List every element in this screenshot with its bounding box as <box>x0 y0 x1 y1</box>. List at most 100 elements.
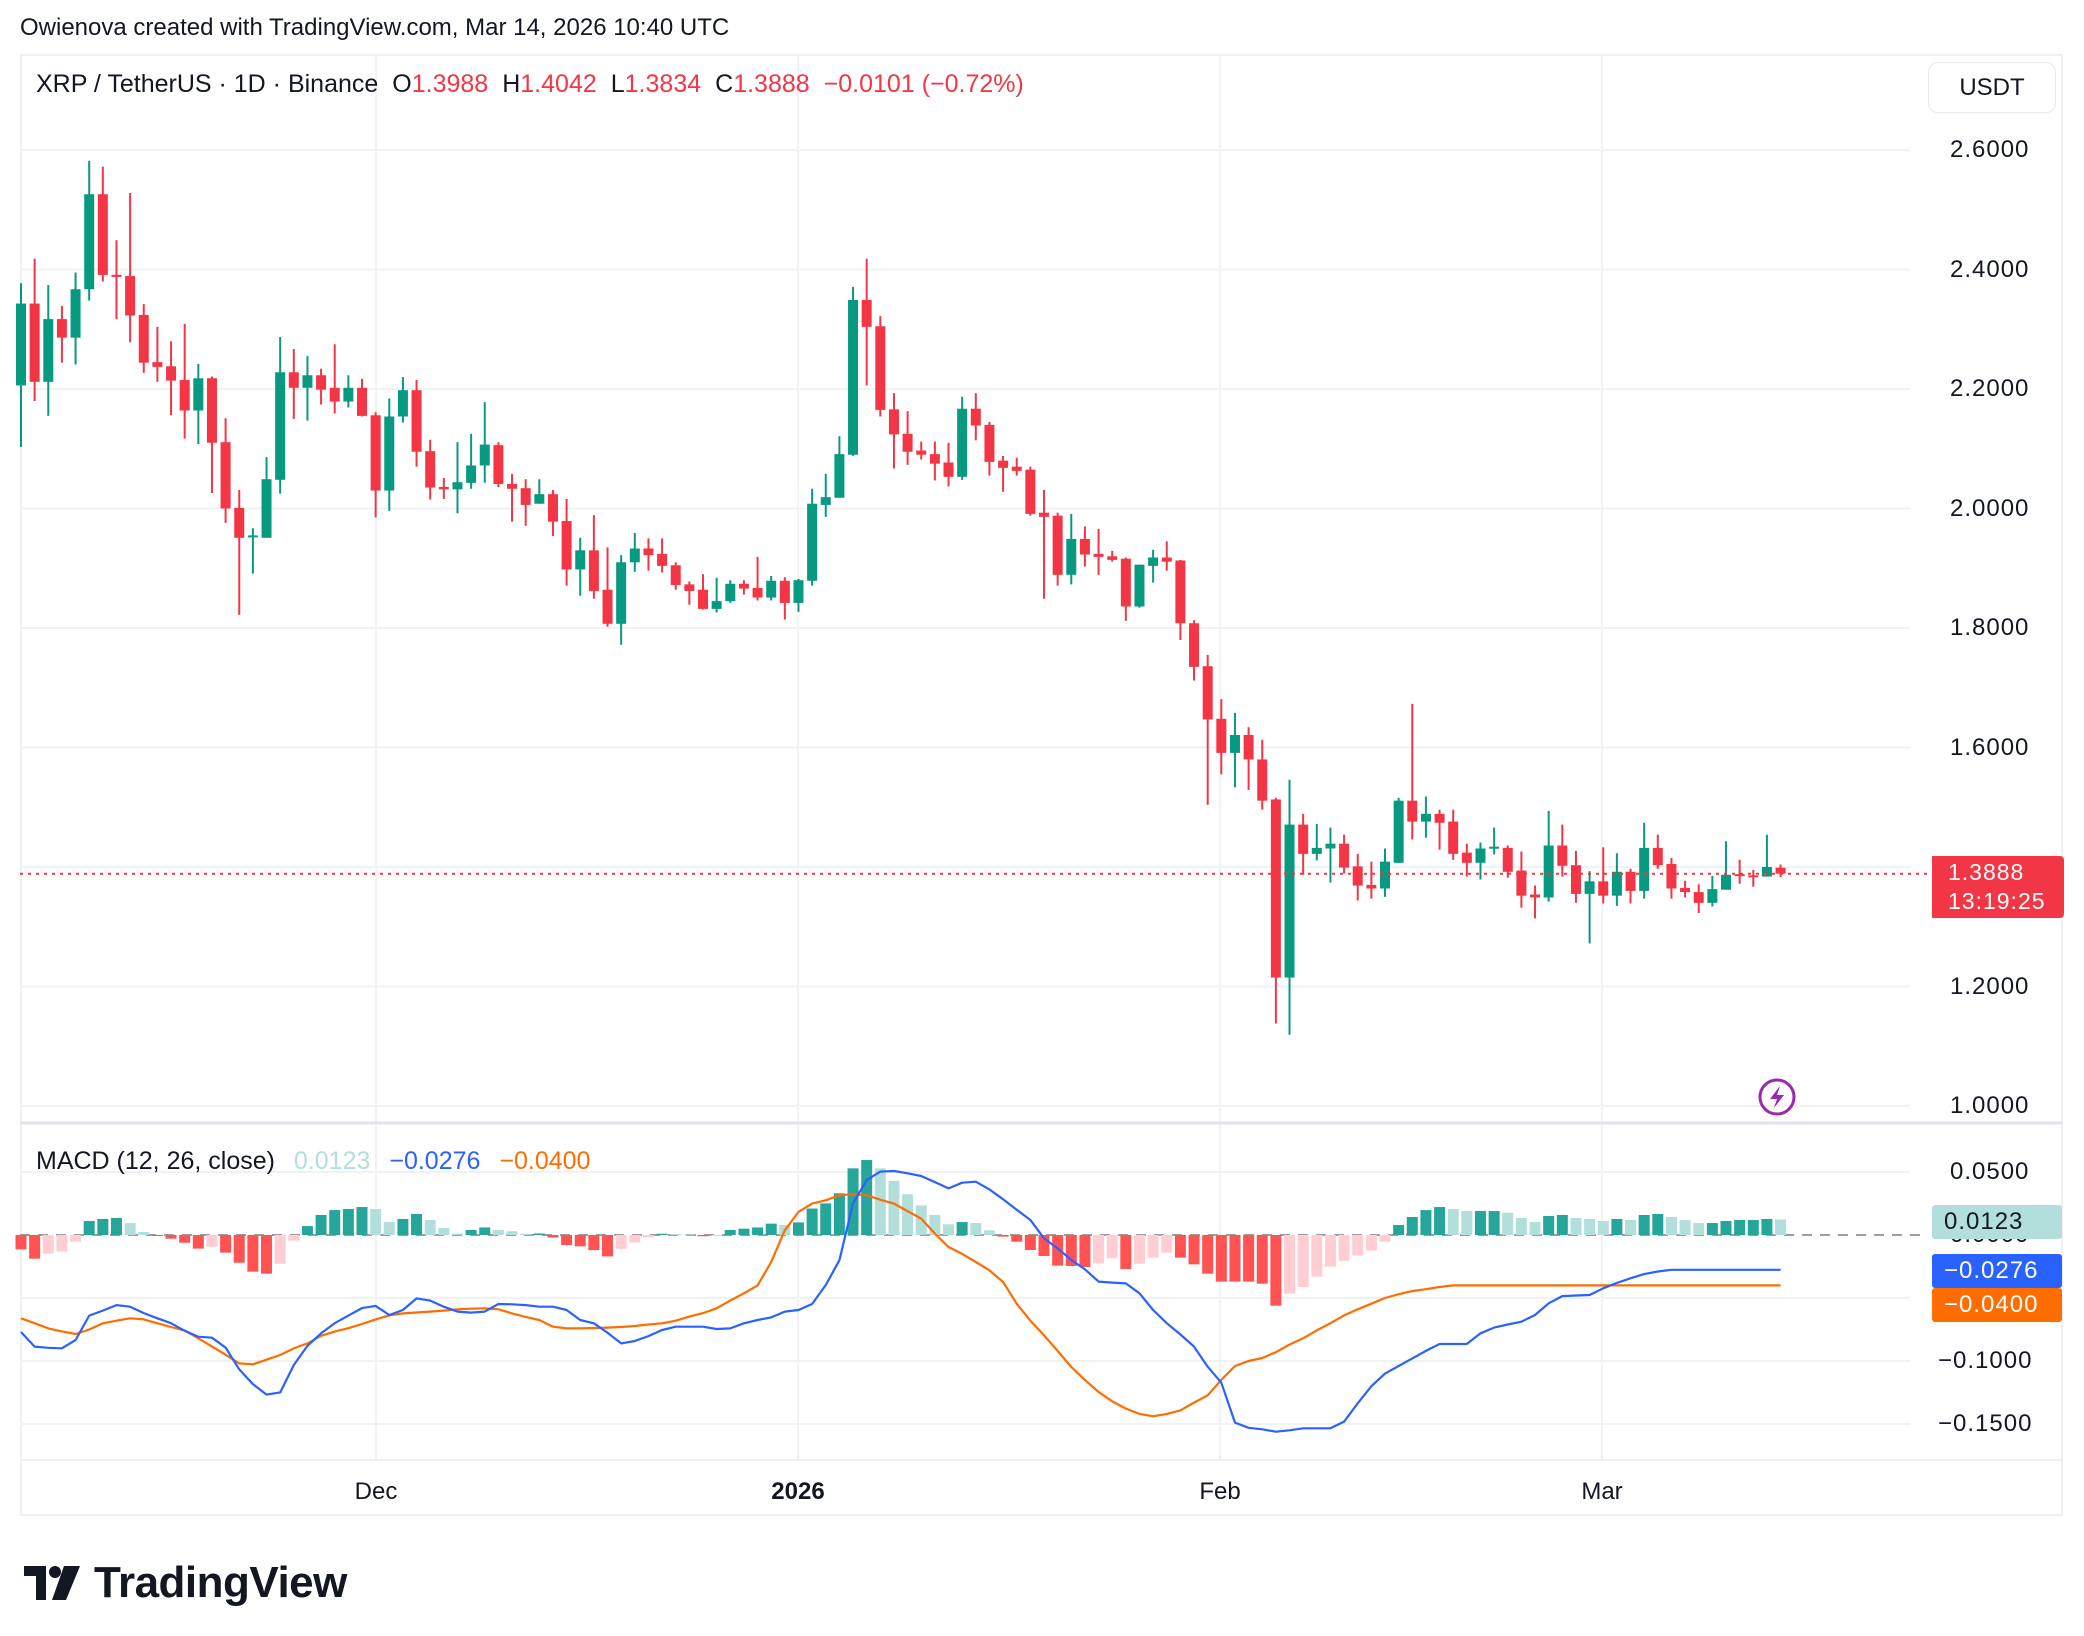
macd-histogram-bar <box>342 1209 354 1235</box>
macd-histogram-bar <box>315 1214 327 1235</box>
candle-body <box>1625 871 1636 891</box>
macd-histogram-bar <box>1174 1235 1186 1258</box>
macd-histogram-bar <box>1106 1235 1118 1259</box>
macd-title[interactable]: MACD (12, 26, close) <box>36 1147 275 1175</box>
macd-histogram-bar <box>547 1235 559 1238</box>
candle-body <box>861 299 872 327</box>
macd-histogram-bar <box>1188 1235 1200 1265</box>
candle-body <box>425 451 436 488</box>
macd-legend: MACD (12, 26, close) 0.0123 −0.0276 −0.0… <box>36 1147 602 1176</box>
candle-body <box>1407 800 1418 822</box>
macd-histogram-bar <box>1215 1235 1227 1282</box>
macd-histogram-bar <box>602 1235 614 1257</box>
time-label-mar: Mar <box>1581 1478 1623 1505</box>
macd-histogram-bar <box>1079 1235 1091 1268</box>
macd-histogram-bar <box>1052 1235 1064 1266</box>
candle-body <box>547 494 558 522</box>
macd-histogram-bar <box>110 1217 122 1235</box>
tradingview-logo[interactable]: TradingView <box>24 1558 347 1608</box>
candle-body <box>766 580 777 598</box>
candle-body <box>1339 843 1350 868</box>
macd-histogram-bar <box>1625 1220 1637 1235</box>
candle-body <box>929 454 940 464</box>
candle-body <box>725 583 736 602</box>
macd-histogram-bar <box>711 1235 723 1237</box>
macd-histogram-bar <box>1120 1235 1132 1270</box>
candle-body <box>1311 847 1322 854</box>
macd-histogram-bar <box>165 1235 177 1239</box>
low-value: 1.3834 <box>624 70 702 98</box>
macd-histogram-bar <box>1502 1212 1514 1235</box>
macd-histogram-bar <box>1775 1219 1787 1235</box>
candle-body <box>220 442 231 509</box>
candle-body <box>752 587 763 598</box>
symbol-title[interactable]: XRP / TetherUS · 1D · Binance <box>36 70 379 98</box>
candle-body <box>152 362 163 367</box>
candle-body <box>957 408 968 477</box>
candle-body <box>275 372 286 480</box>
candle-body <box>1380 861 1390 889</box>
candle-body <box>820 497 831 505</box>
candle-body <box>1748 875 1759 878</box>
candle-body <box>1216 718 1227 753</box>
macd-histogram-bar <box>220 1235 232 1253</box>
macd-histogram-bar <box>683 1234 695 1236</box>
macd-histogram-bar <box>670 1233 682 1235</box>
macd-hist-tag: 0.0123 <box>1932 1205 2062 1239</box>
candle-body <box>1134 564 1145 607</box>
macd-histogram-bar <box>465 1229 477 1235</box>
candle-body <box>1011 466 1022 471</box>
candle-body <box>520 488 531 505</box>
candle-body <box>1284 824 1295 978</box>
candle-body <box>1761 867 1772 877</box>
candle-body <box>329 387 340 402</box>
candle-body <box>998 460 1009 468</box>
lightning-icon[interactable] <box>1757 1077 1797 1117</box>
candle-body <box>1734 874 1745 877</box>
close-value: 1.3888 <box>733 70 810 98</box>
macd-histogram-bar <box>1270 1235 1282 1306</box>
macd-histogram-bar <box>438 1227 450 1235</box>
macd-histogram-bar <box>1474 1211 1486 1235</box>
macd-histogram-bar <box>451 1233 463 1235</box>
macd-histogram-bar <box>1297 1235 1309 1288</box>
macd-histogram-bar <box>1761 1218 1773 1235</box>
macd-histogram-bar <box>1243 1235 1255 1282</box>
macd-histogram-bar <box>520 1233 532 1235</box>
macd-histogram-bar <box>301 1226 313 1235</box>
macd-histogram-bar <box>1665 1216 1677 1235</box>
macd-histogram-bar <box>411 1213 423 1235</box>
candle-body <box>261 479 272 538</box>
candle-body <box>1025 469 1036 514</box>
macd-histogram-bar <box>1393 1225 1405 1235</box>
macd-histogram-bar <box>383 1222 395 1235</box>
candle-body <box>70 289 81 338</box>
macd-histogram-bar <box>1529 1222 1541 1235</box>
high-value: 1.4042 <box>520 70 597 98</box>
macd-histogram-bar <box>15 1235 27 1250</box>
bar-countdown: 13:19:25 <box>1948 887 2046 914</box>
macd-histogram-bar <box>561 1235 573 1246</box>
macd-histogram-bar <box>724 1229 736 1235</box>
candle-body <box>834 454 845 498</box>
candle-body <box>302 375 313 388</box>
macd-histogram-bar <box>288 1235 300 1241</box>
candle-body <box>670 565 681 585</box>
price-tick-label: 2.2000 <box>1950 375 2030 402</box>
macd-histogram-bar <box>506 1231 518 1235</box>
macd-histogram-bar <box>1434 1207 1446 1235</box>
macd-line <box>20 1169 1781 1433</box>
last-price-tag: 1.3888 13:19:25 <box>1932 855 2064 918</box>
tradingview-logo-text: TradingView <box>94 1558 347 1607</box>
macd-histogram-bar <box>1447 1209 1459 1235</box>
currency-button[interactable]: USDT <box>1928 62 2056 113</box>
candle-body <box>206 378 217 443</box>
macd-histogram-bar <box>1406 1216 1418 1235</box>
candle-body <box>16 303 26 386</box>
candle-body <box>561 521 572 570</box>
candle-body <box>1066 538 1077 575</box>
macd-histogram-bar <box>1324 1235 1336 1267</box>
macd-histogram-bar <box>247 1235 259 1272</box>
